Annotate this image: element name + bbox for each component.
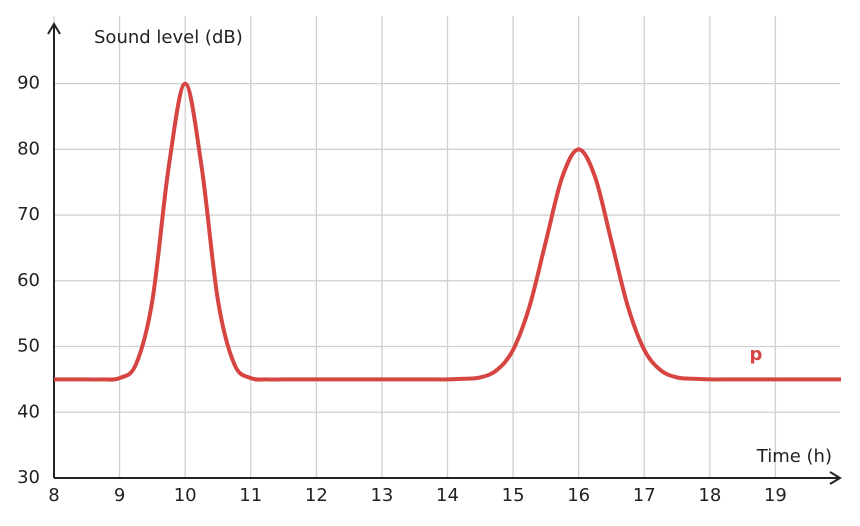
x-tick-label: 11 [239, 485, 262, 506]
y-tick-label: 50 [17, 336, 40, 357]
grid [53, 16, 840, 479]
y-tick-label: 90 [17, 73, 40, 94]
x-tick-label: 15 [502, 485, 525, 506]
x-axis-arrow [829, 471, 842, 485]
x-tick-label: 10 [174, 485, 197, 506]
y-axis-label: Sound level (dB) [94, 27, 243, 48]
series-label: p [750, 344, 763, 365]
x-tick-label: 12 [305, 485, 328, 506]
line [53, 81, 841, 382]
x-tick-label: 16 [567, 485, 590, 506]
y-tick-label: 60 [17, 270, 40, 291]
x-tick-label: 18 [698, 485, 721, 506]
x-tick-label: 9 [114, 485, 125, 506]
x-axis-label: Time (h) [756, 446, 832, 467]
x-tick-label: 17 [633, 485, 656, 506]
y-tick-label: 40 [17, 401, 40, 422]
x-tick-label: 19 [764, 485, 787, 506]
x-tick-label: 13 [370, 485, 393, 506]
y-axis-arrow [47, 22, 61, 35]
x-tick-label: 14 [436, 485, 459, 506]
x-tick-label: 8 [48, 485, 59, 506]
y-tick-label: 30 [17, 467, 40, 488]
y-tick-label: 70 [17, 204, 40, 225]
y-tick-label: 80 [17, 138, 40, 159]
